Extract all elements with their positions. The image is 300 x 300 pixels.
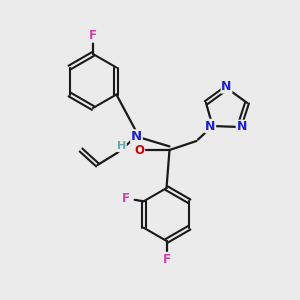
- Text: F: F: [89, 29, 97, 42]
- Text: F: F: [163, 253, 170, 266]
- Text: O: O: [134, 143, 145, 157]
- Text: N: N: [131, 130, 142, 143]
- Text: H: H: [117, 141, 126, 152]
- Text: N: N: [221, 80, 232, 93]
- Text: F: F: [122, 192, 130, 206]
- Text: N: N: [236, 121, 247, 134]
- Text: N: N: [205, 119, 215, 133]
